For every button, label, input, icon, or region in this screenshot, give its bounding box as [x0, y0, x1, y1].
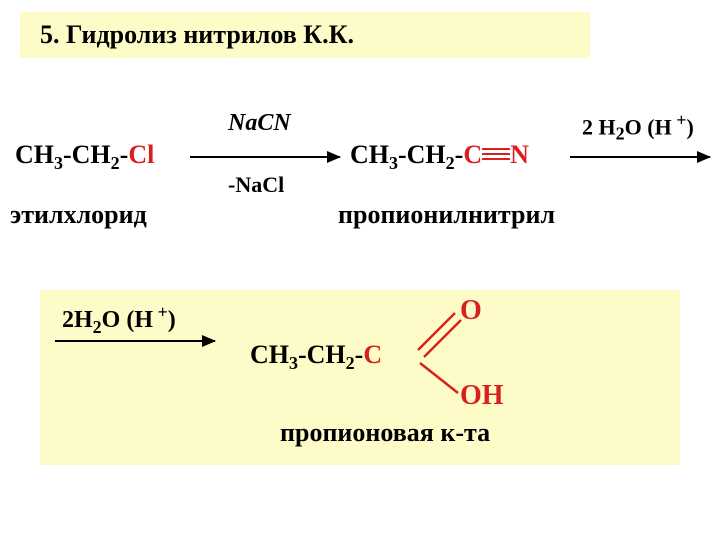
reagent-nacn: NaCN — [228, 110, 291, 137]
reaction-arrow-1 — [190, 156, 340, 158]
label-nitrile: пропионилнитрил — [338, 200, 555, 230]
oxygen-dbl: O — [460, 295, 482, 327]
formula-propionic-acid: CH3-CH2-C — [250, 340, 382, 374]
formula-nitrile: CH3-CH2-CN — [350, 140, 529, 174]
reagent-h2o-2: 2H2O (H +) — [62, 302, 176, 338]
label-ethyl-chloride: этилхлорид — [10, 200, 147, 230]
reaction-arrow-2 — [570, 156, 710, 158]
reagent-h2o-1: 2 H2O (H +) — [582, 110, 694, 145]
label-propionic-acid: пропионовая к-та — [280, 418, 490, 448]
slide-title: 5. Гидролиз нитрилов К.К. — [20, 12, 590, 58]
byproduct-nacl: -NaCl — [228, 172, 284, 198]
oxygen-oh: OH — [460, 380, 504, 412]
formula-ethyl-chloride: CH3-CH2-Cl — [15, 140, 154, 174]
reaction-arrow-3 — [55, 340, 215, 342]
